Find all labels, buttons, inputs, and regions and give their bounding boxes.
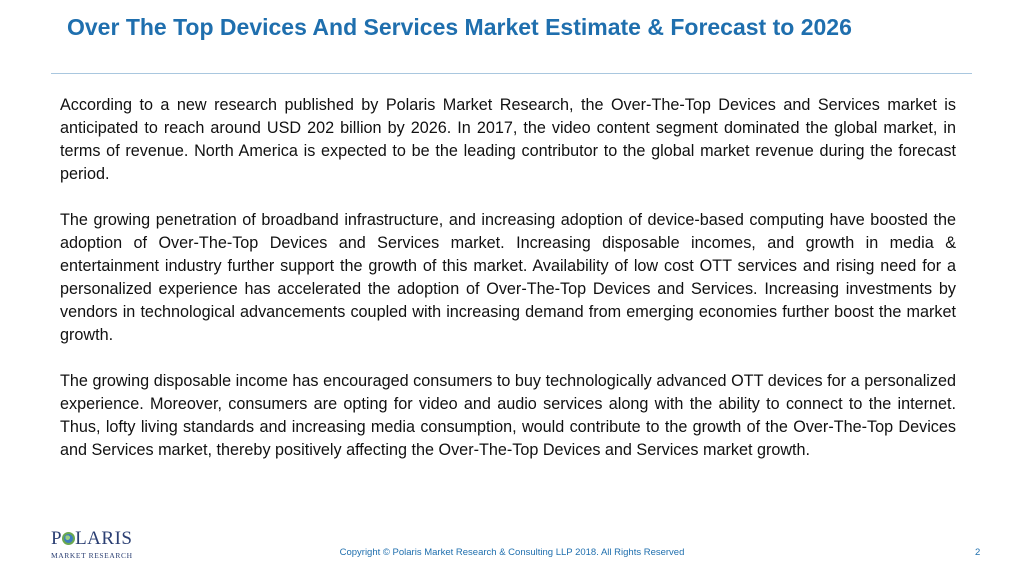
slide-title: Over The Top Devices And Services Market… — [67, 14, 852, 40]
polaris-logo: P LARIS MARKET RESEARCH — [51, 529, 133, 565]
page-number: 2 — [975, 547, 981, 558]
paragraph-consumer-trends: The growing disposable income has encour… — [60, 372, 956, 459]
paragraph-market-size: According to a new research published by… — [60, 96, 956, 183]
paragraph-growth-drivers: The growing penetration of broadband inf… — [60, 211, 956, 344]
copyright-notice: Copyright © Polaris Market Research & Co… — [339, 547, 685, 558]
logo-letter-p: P — [51, 528, 63, 549]
logo-subtitle: MARKET RESEARCH — [51, 551, 133, 560]
title-divider — [51, 73, 972, 74]
logo-letters-laris: LARIS — [75, 528, 133, 549]
logo-wordmark: P LARIS — [51, 529, 132, 549]
slide-body: According to a new research published by… — [60, 94, 956, 485]
globe-icon — [62, 532, 76, 545]
